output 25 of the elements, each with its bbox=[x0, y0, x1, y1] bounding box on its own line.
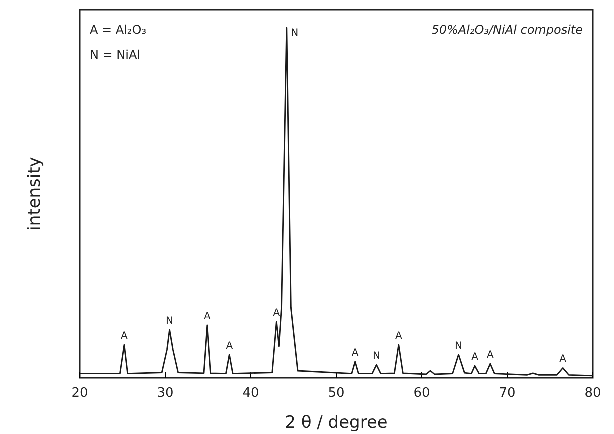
x-tick-label: 30 bbox=[157, 386, 174, 402]
annotation: N bbox=[291, 28, 299, 39]
annotation: N bbox=[455, 340, 463, 352]
annotation: A bbox=[472, 352, 479, 364]
x-tick-label: 60 bbox=[414, 386, 430, 402]
y-axis-title: intensity bbox=[25, 157, 45, 231]
x-tick-label: 20 bbox=[72, 386, 88, 402]
annotation: A bbox=[226, 340, 234, 352]
annotation: N bbox=[166, 316, 174, 328]
x-tick-label: 40 bbox=[242, 386, 260, 402]
x-tick-label: 50 bbox=[328, 386, 345, 402]
annotation: A bbox=[486, 350, 494, 361]
annotation: A = Al₂O₃ bbox=[90, 23, 147, 37]
annotation: A bbox=[204, 312, 211, 322]
x-tick-label: 70 bbox=[499, 386, 516, 402]
annotation: A bbox=[395, 331, 402, 342]
annotation: A bbox=[121, 331, 128, 342]
x-tick-label: 80 bbox=[584, 386, 602, 402]
annotation: A bbox=[273, 308, 280, 319]
x-axis-title: 2 θ / degree bbox=[285, 413, 388, 433]
annotation: 50%Al₂O₃/NiAl composite bbox=[432, 23, 583, 37]
annotation: A bbox=[352, 348, 359, 359]
annotation: N = NiAl bbox=[90, 48, 141, 62]
annotation: N bbox=[372, 351, 380, 362]
annotation: A bbox=[560, 354, 567, 366]
